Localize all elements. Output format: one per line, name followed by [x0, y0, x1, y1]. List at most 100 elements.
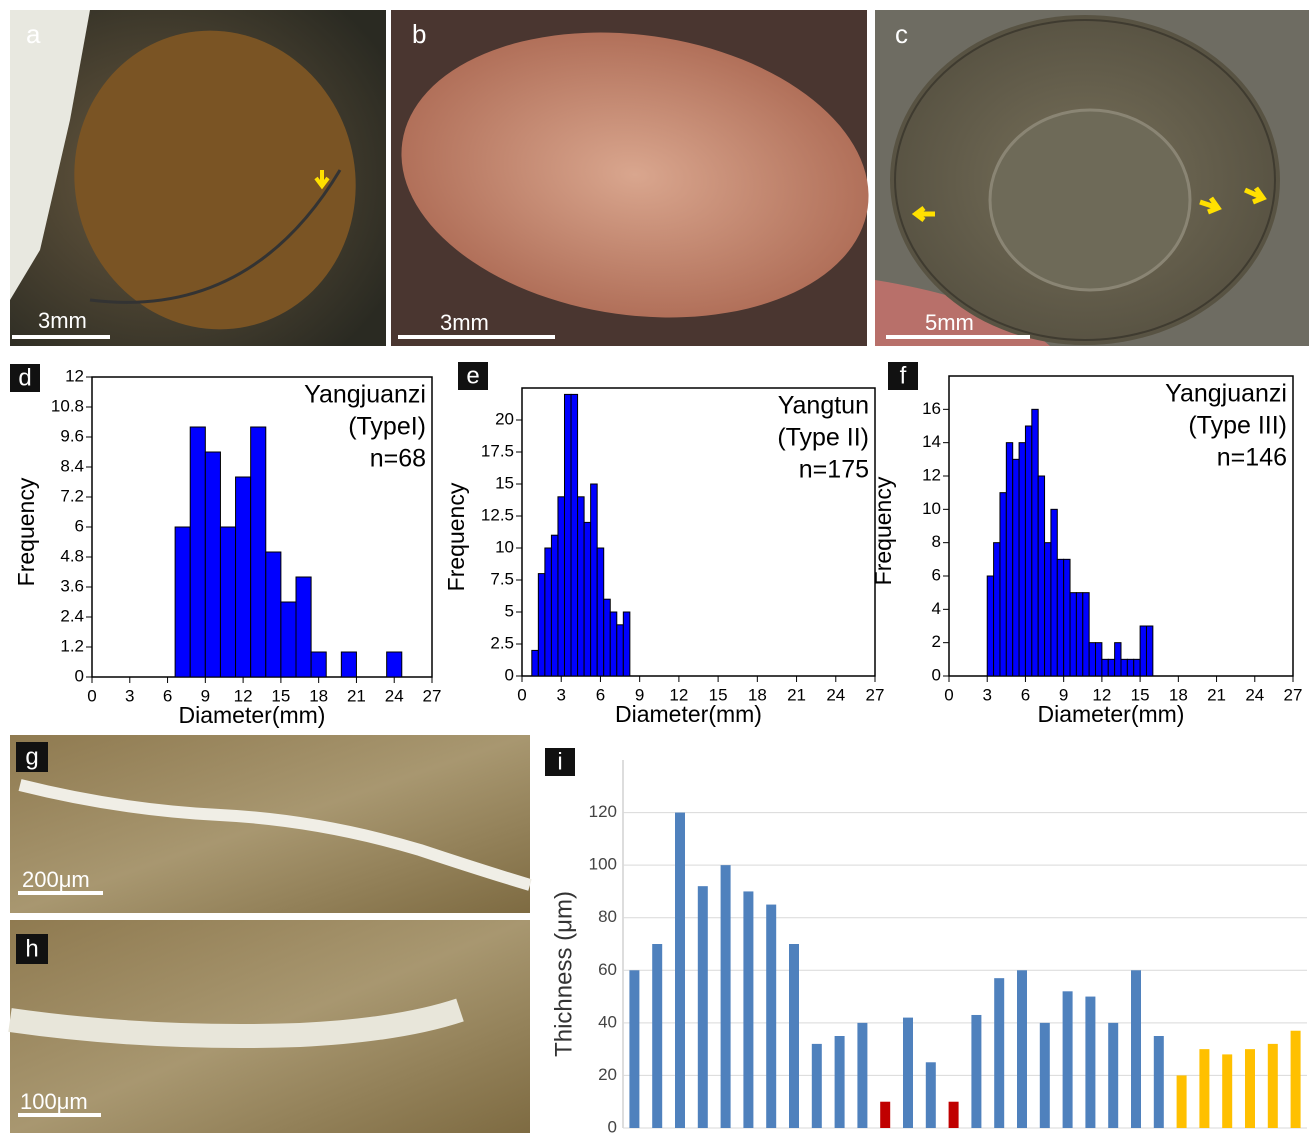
bar: [675, 813, 685, 1128]
bar: [1177, 1075, 1187, 1128]
bar: [604, 599, 611, 676]
x-tick-label: 21: [787, 685, 806, 704]
y-axis-label: Frequency: [443, 482, 469, 591]
panel-label: b: [412, 19, 426, 49]
y-axis-label: Frequency: [870, 476, 896, 585]
bar: [597, 548, 604, 676]
scale-bar-label: 5mm: [925, 310, 974, 335]
bar: [1038, 476, 1044, 676]
y-tick-label: 0: [608, 1117, 617, 1133]
bar: [987, 576, 993, 676]
x-tick-label: 0: [517, 685, 526, 704]
annotation: Yangtun: [778, 392, 869, 420]
x-axis-label: Diameter(mm): [179, 702, 326, 728]
bar: [551, 535, 558, 676]
y-tick-label: 7.5: [490, 569, 514, 588]
y-tick-label: 10.8: [51, 396, 84, 415]
x-tick-label: 24: [826, 685, 845, 704]
bar: [387, 652, 402, 677]
scale-bar-label: 3mm: [38, 308, 87, 333]
y-tick-label: 2: [932, 632, 941, 651]
bar: [994, 543, 1000, 676]
bar: [571, 394, 578, 676]
y-axis-label: Frequency: [13, 477, 39, 586]
x-tick-label: 0: [944, 685, 953, 704]
bar: [1057, 559, 1063, 676]
y-tick-label: 20: [495, 409, 514, 428]
bar: [623, 612, 630, 676]
bar: [880, 1102, 890, 1128]
panel-label: f: [900, 362, 907, 389]
y-tick-label: 1.2: [60, 636, 84, 655]
bar: [1131, 970, 1141, 1128]
x-tick-label: 24: [385, 686, 404, 705]
y-tick-label: 0: [932, 665, 941, 684]
bar: [994, 978, 1004, 1128]
bar: [903, 1018, 913, 1128]
y-tick-label: 0: [505, 665, 514, 684]
x-tick-label: 3: [556, 685, 565, 704]
y-tick-label: 12: [65, 366, 84, 385]
annotation: Yangjuanzi: [1165, 380, 1287, 408]
bar: [591, 484, 598, 676]
y-tick-label: 120: [589, 802, 617, 821]
photo-h: [10, 920, 530, 1133]
annotation: n=146: [1217, 444, 1287, 472]
bar: [1070, 593, 1076, 676]
bar: [558, 497, 565, 676]
bar: [1121, 659, 1127, 676]
x-tick-label: 21: [347, 686, 366, 705]
bar: [1051, 509, 1057, 676]
annotation: n=175: [799, 456, 869, 484]
y-tick-label: 9.6: [60, 426, 84, 445]
y-tick-label: 60: [598, 960, 617, 979]
bar: [1019, 443, 1025, 676]
bar: [1089, 643, 1095, 676]
x-tick-label: 6: [1021, 685, 1030, 704]
photo-b: [383, 4, 887, 347]
bar: [766, 905, 776, 1128]
panel-label: a: [26, 19, 41, 49]
bar: [341, 652, 356, 677]
bar: [296, 577, 311, 677]
panel-label: c: [895, 19, 908, 49]
y-axis-label: Thichness (μm): [550, 891, 577, 1057]
bar: [1045, 543, 1051, 676]
photo-c: [875, 10, 1309, 346]
y-tick-label: 16: [922, 399, 941, 418]
bar: [190, 427, 205, 677]
y-tick-label: 0: [75, 666, 84, 685]
y-tick-label: 40: [598, 1012, 617, 1031]
bar: [251, 427, 266, 677]
bar: [1063, 991, 1073, 1128]
panel-label: i: [557, 748, 562, 775]
bar: [949, 1102, 959, 1128]
bar: [721, 865, 731, 1128]
panel-label: h: [25, 935, 38, 962]
bar: [1134, 659, 1140, 676]
scale-bar-label: 100μm: [20, 1089, 88, 1114]
bar: [205, 452, 220, 677]
bar: [1032, 409, 1038, 676]
scale-bar-label: 200μm: [22, 867, 90, 892]
bar: [1245, 1049, 1255, 1128]
bar: [538, 574, 545, 676]
bar: [835, 1036, 845, 1128]
bar: [857, 1023, 867, 1128]
bar: [1040, 1023, 1050, 1128]
bar: [926, 1062, 936, 1128]
x-tick-label: 21: [1207, 685, 1226, 704]
x-axis-label: Diameter(mm): [1038, 701, 1185, 727]
bar: [311, 652, 326, 677]
bar: [578, 497, 585, 676]
bar: [1146, 626, 1152, 676]
annotation: (Type II): [777, 424, 869, 452]
bar: [236, 477, 251, 677]
bar: [1096, 643, 1102, 676]
x-axis-label: Diameter(mm): [615, 701, 762, 727]
x-tick-label: 27: [866, 685, 885, 704]
y-tick-label: 3.6: [60, 576, 84, 595]
bar: [1017, 970, 1027, 1128]
bar: [266, 552, 281, 677]
bar: [175, 527, 190, 677]
